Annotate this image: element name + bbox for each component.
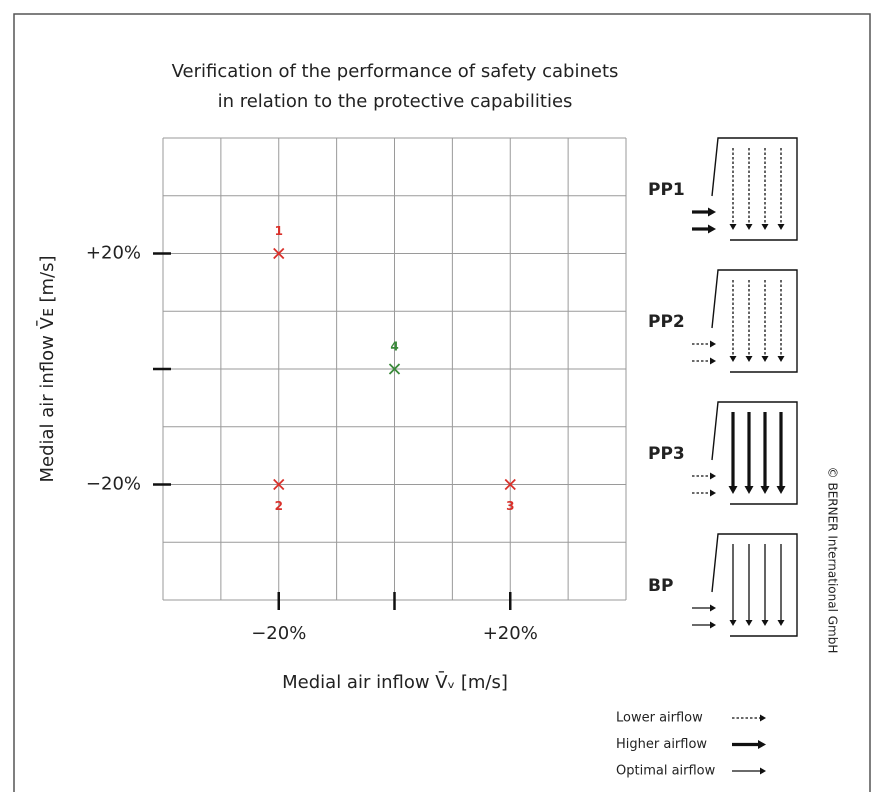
downflow-arrow-head [777,620,785,626]
inflow-arrow-head [708,224,716,234]
y-axis-label: Medial air inflow V̄ᴇ [m/s] [36,255,58,482]
legend-arrow-head [760,714,766,722]
point [388,363,401,375]
downflow-arrow-head [776,486,786,494]
point [273,478,285,491]
downflow-arrow-head [745,356,753,362]
title-line: in relation to the protective capabiliti… [218,91,573,112]
y-tick-label: +20% [86,243,141,264]
x-tick-label: −20% [251,623,306,644]
point [504,478,516,491]
legend-label: Lower airflow [616,711,703,726]
point-cross [273,247,285,260]
cabinet-outline [711,401,798,505]
point-cross [388,363,401,375]
point-label: 1 [275,224,283,238]
inflow-arrow-head [710,604,716,612]
cabinet-outline [711,269,798,373]
cabinet-outline [711,533,798,637]
inflow-arrow-head [710,357,716,365]
downflow-arrow-head [728,486,738,494]
copyright: © BERNER International GmbH [826,467,840,654]
cabinet-label: BP [648,576,673,596]
frame [13,13,871,792]
downflow-arrow-head [745,620,753,626]
inflow-arrow-head [708,207,716,217]
downflow-arrow-head [777,356,785,362]
point-cross [504,478,516,491]
downflow-arrow-head [761,224,769,230]
cabinet-label: PP3 [648,444,685,464]
cabinet-outline [711,137,798,241]
y-tick-label: −20% [86,474,141,495]
downflow-arrow-head [777,224,785,230]
downflow-arrow-head [744,486,754,494]
inflow-arrow-head [710,472,716,480]
point [273,247,285,260]
point-label: 2 [275,499,283,513]
point-label: 3 [506,499,514,513]
inflow-arrow-head [710,621,716,629]
downflow-arrow-head [729,224,737,230]
title-line: Verification of the performance of safet… [172,61,619,82]
point-cross [273,478,285,491]
legend-label: Higher airflow [616,737,707,752]
x-axis-label: Medial air inflow V̄ᵥ [m/s] [282,671,508,693]
inflow-arrow-head [710,340,716,348]
downflow-arrow-head [729,620,737,626]
downflow-arrow-head [729,356,737,362]
point-label: 4 [390,340,398,354]
inflow-arrow-head [710,489,716,497]
cabinet-label: PP2 [648,312,685,332]
downflow-arrow-head [761,356,769,362]
downflow-arrow-head [761,620,769,626]
legend-arrow-head [760,767,766,775]
x-tick-label: +20% [483,623,538,644]
legend-label: Optimal airflow [616,764,716,779]
cabinet-label: PP1 [648,180,685,200]
downflow-arrow-head [745,224,753,230]
legend-arrow-head [758,740,766,749]
downflow-arrow-head [760,486,770,494]
